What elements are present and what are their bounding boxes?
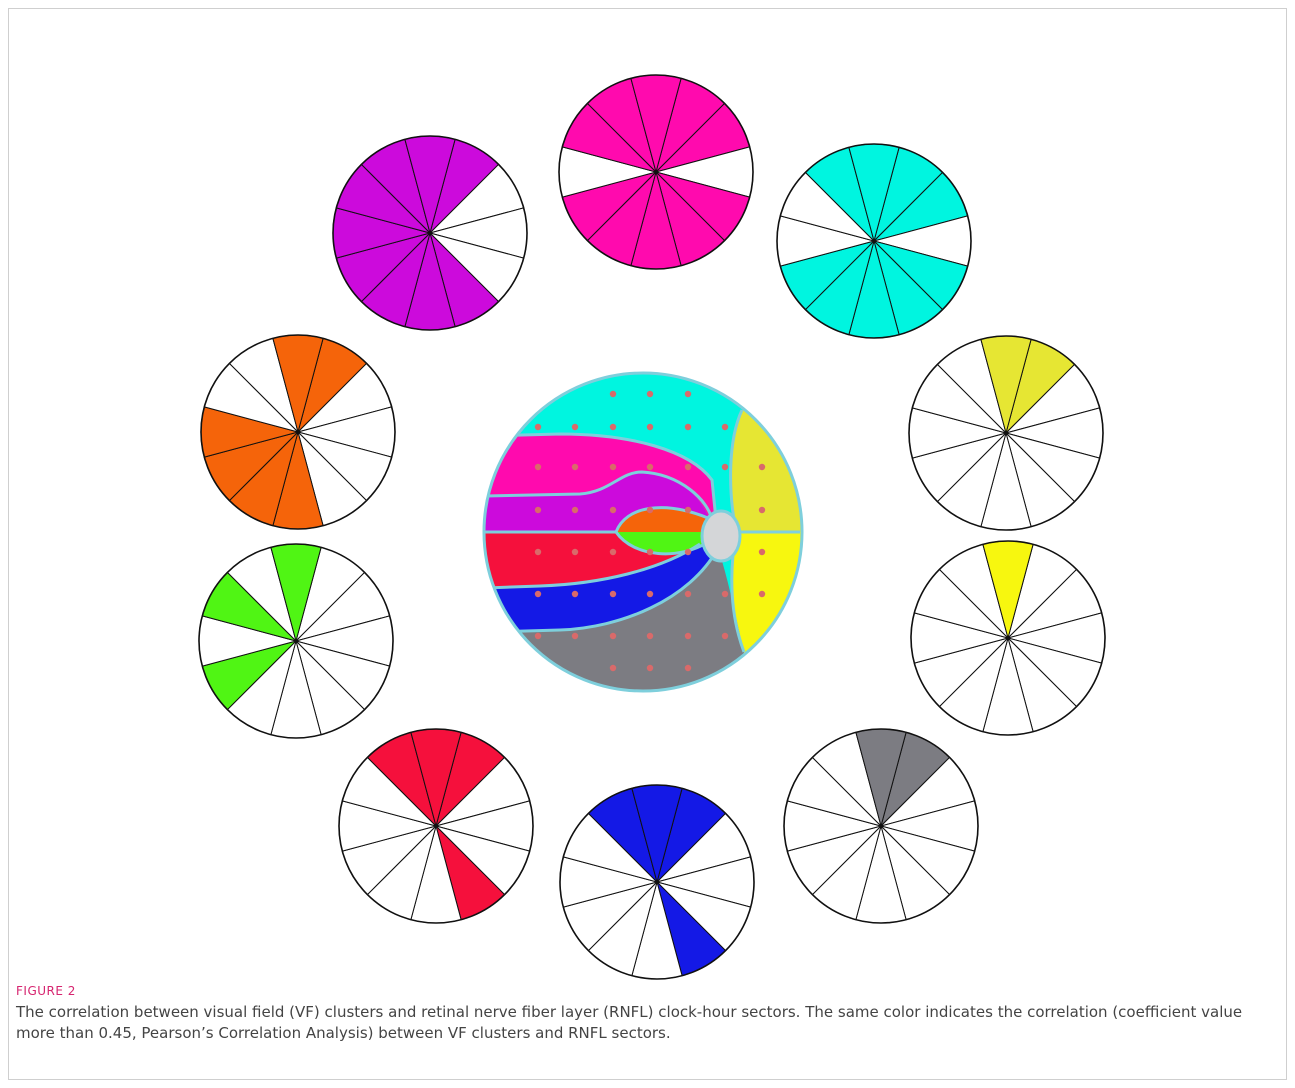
vf-test-point: [534, 463, 542, 471]
vf-test-point: [721, 590, 729, 598]
clock-wheel-outline: [559, 784, 755, 980]
vf-test-point: [646, 463, 654, 471]
clock-wheel-yellow: [910, 540, 1106, 736]
vf-test-points: [534, 390, 766, 672]
vf-cluster-red: [484, 532, 708, 588]
clock-wheel-outline: [198, 543, 394, 739]
clock-wheel-outline: [908, 335, 1104, 531]
clock-wheel-outline: [558, 74, 754, 270]
clock-wheel-outline: [338, 728, 534, 924]
vf-test-point: [646, 632, 654, 640]
vf-test-point: [646, 506, 654, 514]
vf-test-point: [646, 590, 654, 598]
vf-test-point: [684, 463, 692, 471]
clock-wheel-cyan: [776, 143, 972, 339]
vf-test-point: [646, 548, 654, 556]
vf-cluster-borders: [484, 409, 800, 653]
vf-test-point: [571, 423, 579, 431]
vf-cluster-yellow-green: [730, 400, 802, 532]
vf-test-point: [684, 590, 692, 598]
visual-field-map: [482, 371, 804, 693]
clock-wheel-outline: [910, 540, 1106, 736]
clock-wheel-purple: [332, 135, 528, 331]
vf-test-point: [646, 390, 654, 398]
vf-test-point: [721, 423, 729, 431]
vf-test-point: [609, 632, 617, 640]
vf-test-point: [609, 664, 617, 672]
vf-test-point: [609, 506, 617, 514]
figure-label: FIGURE 2: [16, 984, 76, 998]
clock-wheel-orange: [200, 334, 396, 530]
vf-test-point: [646, 423, 654, 431]
optic-disc: [700, 509, 742, 563]
vf-cluster-magenta: [484, 434, 716, 532]
clock-wheel-outline: [783, 728, 979, 924]
vf-rnfl-diagram: [198, 74, 1106, 980]
vf-cluster-orange: [616, 507, 712, 532]
clock-wheel-outline: [776, 143, 972, 339]
vf-outline: [482, 371, 804, 693]
vf-test-point: [609, 548, 617, 556]
figure-caption: FIGURE 2 The correlation between visual …: [16, 984, 1246, 1044]
vf-test-point: [609, 423, 617, 431]
vf-cluster-yellow: [731, 532, 802, 680]
vf-test-point: [721, 632, 729, 640]
vf-test-point: [684, 664, 692, 672]
vf-test-point: [646, 664, 654, 672]
clock-wheel-magenta: [558, 74, 754, 270]
vf-test-point: [534, 423, 542, 431]
clock-wheel-yellow-green: [908, 335, 1104, 531]
vf-test-point: [721, 463, 729, 471]
vf-test-point: [609, 590, 617, 598]
vf-test-point: [609, 463, 617, 471]
vf-test-point: [684, 632, 692, 640]
vf-test-point: [571, 506, 579, 514]
vf-test-point: [758, 590, 766, 598]
figure-frame: [8, 8, 1287, 1080]
vf-test-point: [684, 548, 692, 556]
vf-test-point: [571, 632, 579, 640]
vf-test-point: [758, 506, 766, 514]
vf-test-point: [609, 390, 617, 398]
vf-test-point: [684, 506, 692, 514]
vf-test-point: [684, 390, 692, 398]
vf-test-point: [571, 463, 579, 471]
vf-test-point: [571, 548, 579, 556]
vf-test-point: [534, 548, 542, 556]
clock-wheel-red: [338, 728, 534, 924]
figure-caption-text: The correlation between visual field (VF…: [16, 1003, 1243, 1042]
vf-test-point: [684, 423, 692, 431]
vf-test-point: [534, 506, 542, 514]
clock-wheel-blue: [559, 784, 755, 980]
vf-test-point: [758, 548, 766, 556]
vf-test-point: [758, 463, 766, 471]
clock-wheel-outline: [200, 334, 396, 530]
vf-test-point: [571, 590, 579, 598]
vf-test-point: [534, 632, 542, 640]
vf-test-point: [534, 590, 542, 598]
clock-wheel-green: [198, 543, 394, 739]
clock-wheels: [198, 74, 1106, 980]
clock-wheel-gray: [783, 728, 979, 924]
clock-wheel-outline: [332, 135, 528, 331]
